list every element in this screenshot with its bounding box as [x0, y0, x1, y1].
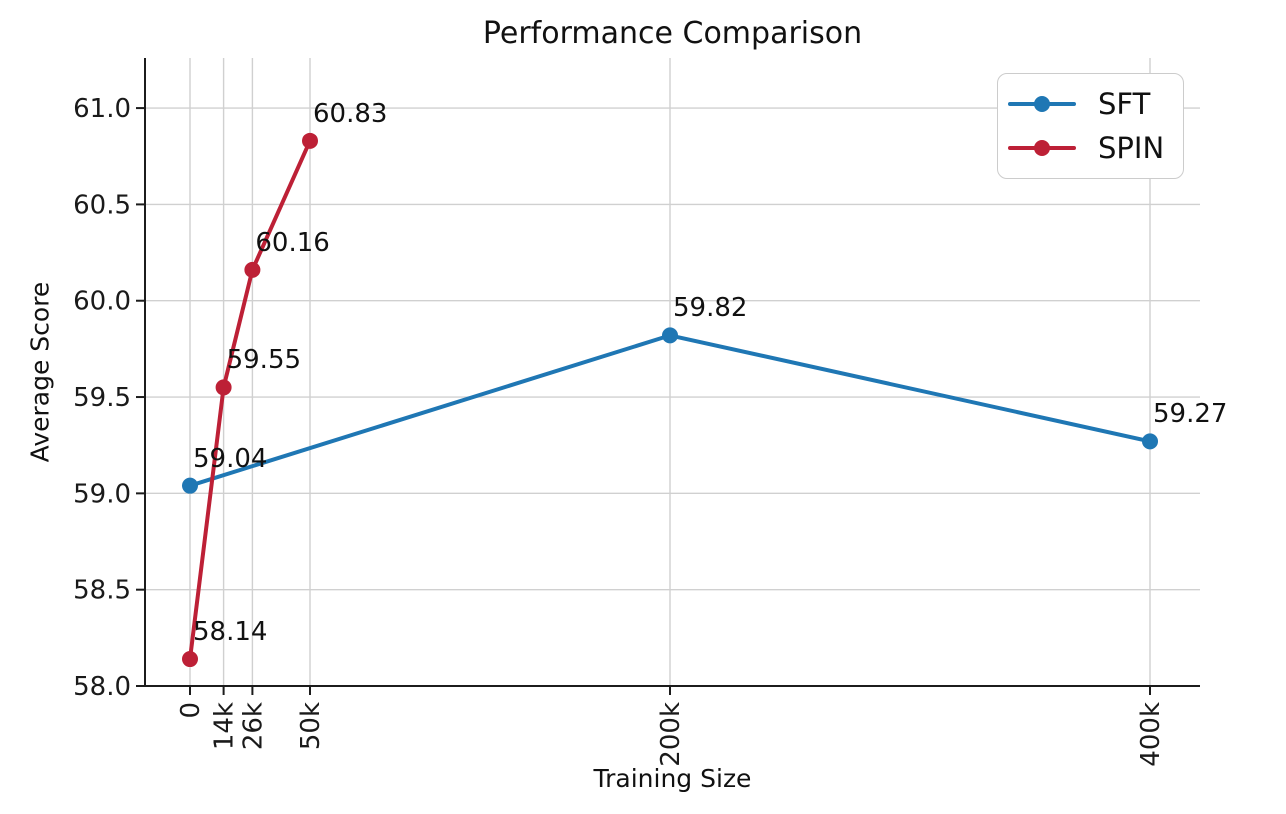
legend-item-spin: SPIN [1008, 126, 1183, 170]
x-tick-label: 26k [238, 702, 268, 750]
y-axis-label: Average Score [25, 281, 55, 463]
y-tick-label: 58.0 [73, 672, 131, 702]
y-tick-label: 59.0 [73, 479, 131, 509]
x-tick-label: 14k [210, 702, 240, 750]
data-point-label: 58.14 [193, 617, 268, 648]
data-point-spin [244, 261, 261, 278]
spin-line-marker-icon [1008, 139, 1076, 157]
data-point-label: 60.16 [255, 227, 330, 258]
y-tick-label: 60.0 [73, 287, 131, 317]
legend-item-sft: SFT [1008, 82, 1183, 126]
legend-label-sft: SFT [1098, 87, 1151, 121]
data-point-label: 59.82 [673, 293, 748, 324]
data-point-label: 59.27 [1153, 399, 1228, 430]
data-point-label: 59.04 [193, 443, 268, 474]
data-point-spin [302, 132, 319, 149]
y-tick-label: 61.0 [73, 94, 131, 124]
data-point-label: 59.55 [226, 345, 302, 376]
x-tick-label: 200k [656, 702, 686, 767]
data-point-label: 60.83 [313, 98, 388, 129]
x-tick-label: 0 [176, 702, 206, 719]
data-point-spin [215, 379, 232, 396]
data-point-sft [662, 327, 679, 344]
legend-label-spin: SPIN [1098, 131, 1165, 165]
x-axis-label: Training Size [593, 764, 752, 793]
y-tick-label: 60.5 [73, 190, 131, 220]
data-point-sft [1142, 433, 1159, 450]
data-point-spin [182, 651, 199, 668]
x-tick-label: 400k [1136, 702, 1166, 767]
y-tick-label: 59.5 [73, 383, 131, 413]
legend: SFT SPIN [997, 73, 1184, 179]
sft-line-marker-icon [1008, 95, 1076, 113]
chart-title: Performance Comparison [482, 16, 863, 51]
series-line-spin [188, 138, 313, 662]
y-tick-label: 58.5 [73, 576, 131, 606]
data-point-sft [182, 477, 199, 494]
x-tick-label: 50k [296, 702, 326, 750]
